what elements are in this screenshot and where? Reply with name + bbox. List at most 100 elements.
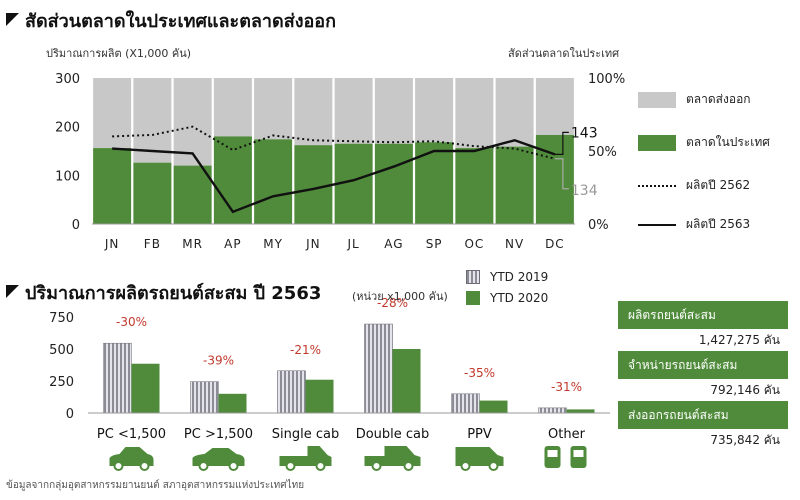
vehicle-category-label: Double cab: [356, 427, 430, 442]
stat-sales-label: จำหน่ายรถยนต์สะสม: [618, 351, 788, 379]
bottom-y-tick-label: 0: [66, 407, 74, 422]
source-footnote: ข้อมูลจากกลุ่มอุตสาหกรรมยานยนต์ สภาอุตสา…: [6, 480, 305, 491]
truck-window: [573, 450, 584, 457]
bus-window: [547, 450, 558, 457]
right-y-tick-label: 0%: [588, 218, 609, 233]
vehicle-icons: [109, 446, 587, 471]
legend-prod2563-label: ผลิตปี 2563: [686, 217, 751, 231]
domestic-bar: [455, 148, 494, 224]
domestic-bar: [93, 148, 132, 224]
month-tick-label: FB: [144, 237, 161, 251]
legend-ytd2019-swatch: [466, 270, 480, 284]
month-tick-label: JN: [305, 237, 321, 251]
ytd2020-bar: [566, 409, 595, 413]
bottom-chart: 0 250 500 750 -30% PC <1,500 -39% PC >1,500 -21%…: [49, 296, 610, 442]
export-bar: [374, 78, 413, 144]
export-bar: [334, 78, 373, 144]
export-bar: [93, 78, 132, 149]
wheel: [315, 461, 326, 471]
legend-domestic-label: ตลาดในประเทศ: [686, 135, 770, 149]
bottom-section-title: ปริมาณการผลิตรถยนต์สะสม ปี 2563: [6, 278, 321, 307]
bottom-y-tick-label: 750: [49, 311, 74, 326]
ytd2019-bar: [538, 407, 567, 414]
domestic-bar: [254, 139, 293, 224]
export-bar: [254, 78, 293, 140]
stat-export-label: ส่งออกรถยนต์สะสม: [618, 401, 788, 429]
legend-domestic-swatch: [638, 134, 676, 151]
ytd2019-bar: [364, 323, 393, 414]
title-triangle-icon: [6, 13, 19, 26]
wheel: [228, 461, 239, 471]
legend-ytd2020-swatch: [466, 291, 480, 305]
left-axis-label: ปริมาณการผลิต (X1,000 คัน): [46, 47, 192, 60]
change-annotation: -21%: [290, 343, 321, 357]
right-y-tick-label: 100%: [588, 72, 625, 87]
stat-sales-value: 792,146 คัน: [710, 383, 780, 397]
top-chart: JN FB MR AP MY JN JL AG SP OC NV DC 0 100 200 300 0% 50% 1…: [55, 72, 625, 251]
vehicle-category-label: PC >1,500: [184, 427, 253, 442]
legend-ytd2019-label: YTD 2019: [490, 270, 549, 284]
wheel: [285, 461, 296, 471]
domestic-bar: [294, 145, 333, 224]
left-y-tick-label: 0: [72, 218, 80, 233]
export-bar: [495, 78, 534, 147]
legend-ytd2020-label: YTD 2020: [490, 291, 549, 305]
domestic-bar: [495, 146, 534, 224]
month-tick-label: AG: [384, 237, 403, 251]
change-annotation: -31%: [551, 380, 582, 394]
prod2563-line: [112, 139, 556, 214]
legend-ytd2020: YTD 2020: [466, 291, 548, 305]
left-y-tick-label: 300: [55, 72, 80, 87]
domestic-bar: [415, 142, 454, 224]
ytd2020-bar: [479, 400, 508, 413]
legend-prod2562-label: ผลิตปี 2562: [686, 178, 751, 192]
legend-prod2562-swatch: [638, 184, 676, 187]
single-cab-icon: [279, 446, 332, 466]
month-tick-label: JL: [347, 237, 360, 251]
prod2562-callout-line: [554, 158, 569, 190]
vehicle-category-label: Single cab: [272, 427, 339, 442]
legend-export-label: ตลาดส่งออก: [686, 92, 751, 106]
month-tick-label: NV: [505, 237, 524, 251]
prod2562-end-label: 134: [571, 183, 598, 199]
vehicle-category-label: PPV: [467, 427, 492, 442]
sedan-small-icon: [109, 447, 154, 466]
wheel: [113, 461, 124, 471]
domestic-bar: [535, 134, 574, 224]
domestic-bar: [133, 162, 172, 224]
month-tick-label: DC: [545, 237, 565, 251]
bottom-y-tick-label: 500: [49, 343, 74, 358]
ytd2020-bar: [305, 379, 334, 413]
domestic-bar: [374, 143, 413, 224]
left-y-tick-label: 100: [55, 169, 80, 184]
prod2562-line: [112, 125, 556, 160]
change-annotation: -39%: [203, 354, 234, 368]
vehicle-category-label: Other: [548, 427, 586, 442]
export-bar: [455, 78, 494, 149]
stats-panel: ผลิตรถยนต์สะสม 1,427,275 คัน จำหน่ายรถยน…: [618, 301, 788, 451]
ytd2019-bar: [451, 393, 480, 414]
right-axis-label: สัดส่วนตลาดในประเทศ: [508, 47, 620, 60]
left-y-tick-label: 200: [55, 121, 80, 136]
legend-domestic: ตลาดในประเทศ: [638, 133, 770, 152]
double-cab-icon: [364, 446, 421, 466]
export-bar: [173, 78, 212, 166]
wheel: [139, 461, 150, 471]
ytd2019-bar: [190, 381, 219, 414]
stat-export-value: 735,842 คัน: [710, 433, 780, 447]
export-bar: [213, 78, 252, 137]
month-tick-label: SP: [426, 237, 443, 251]
bottom-y-tick-label: 250: [49, 375, 74, 390]
ytd2020-bar: [218, 393, 247, 413]
legend-ytd2019: YTD 2019: [466, 270, 548, 284]
wheel: [460, 461, 471, 471]
domestic-bar: [213, 136, 252, 224]
ytd2019-bar: [277, 370, 306, 414]
change-annotation: -35%: [464, 366, 495, 380]
export-bar: [535, 78, 574, 135]
prod2563-end-label: 143: [571, 125, 598, 141]
legend-prod2563-swatch: [638, 223, 676, 226]
legend-export: ตลาดส่งออก: [638, 90, 751, 109]
wheel: [371, 461, 382, 471]
